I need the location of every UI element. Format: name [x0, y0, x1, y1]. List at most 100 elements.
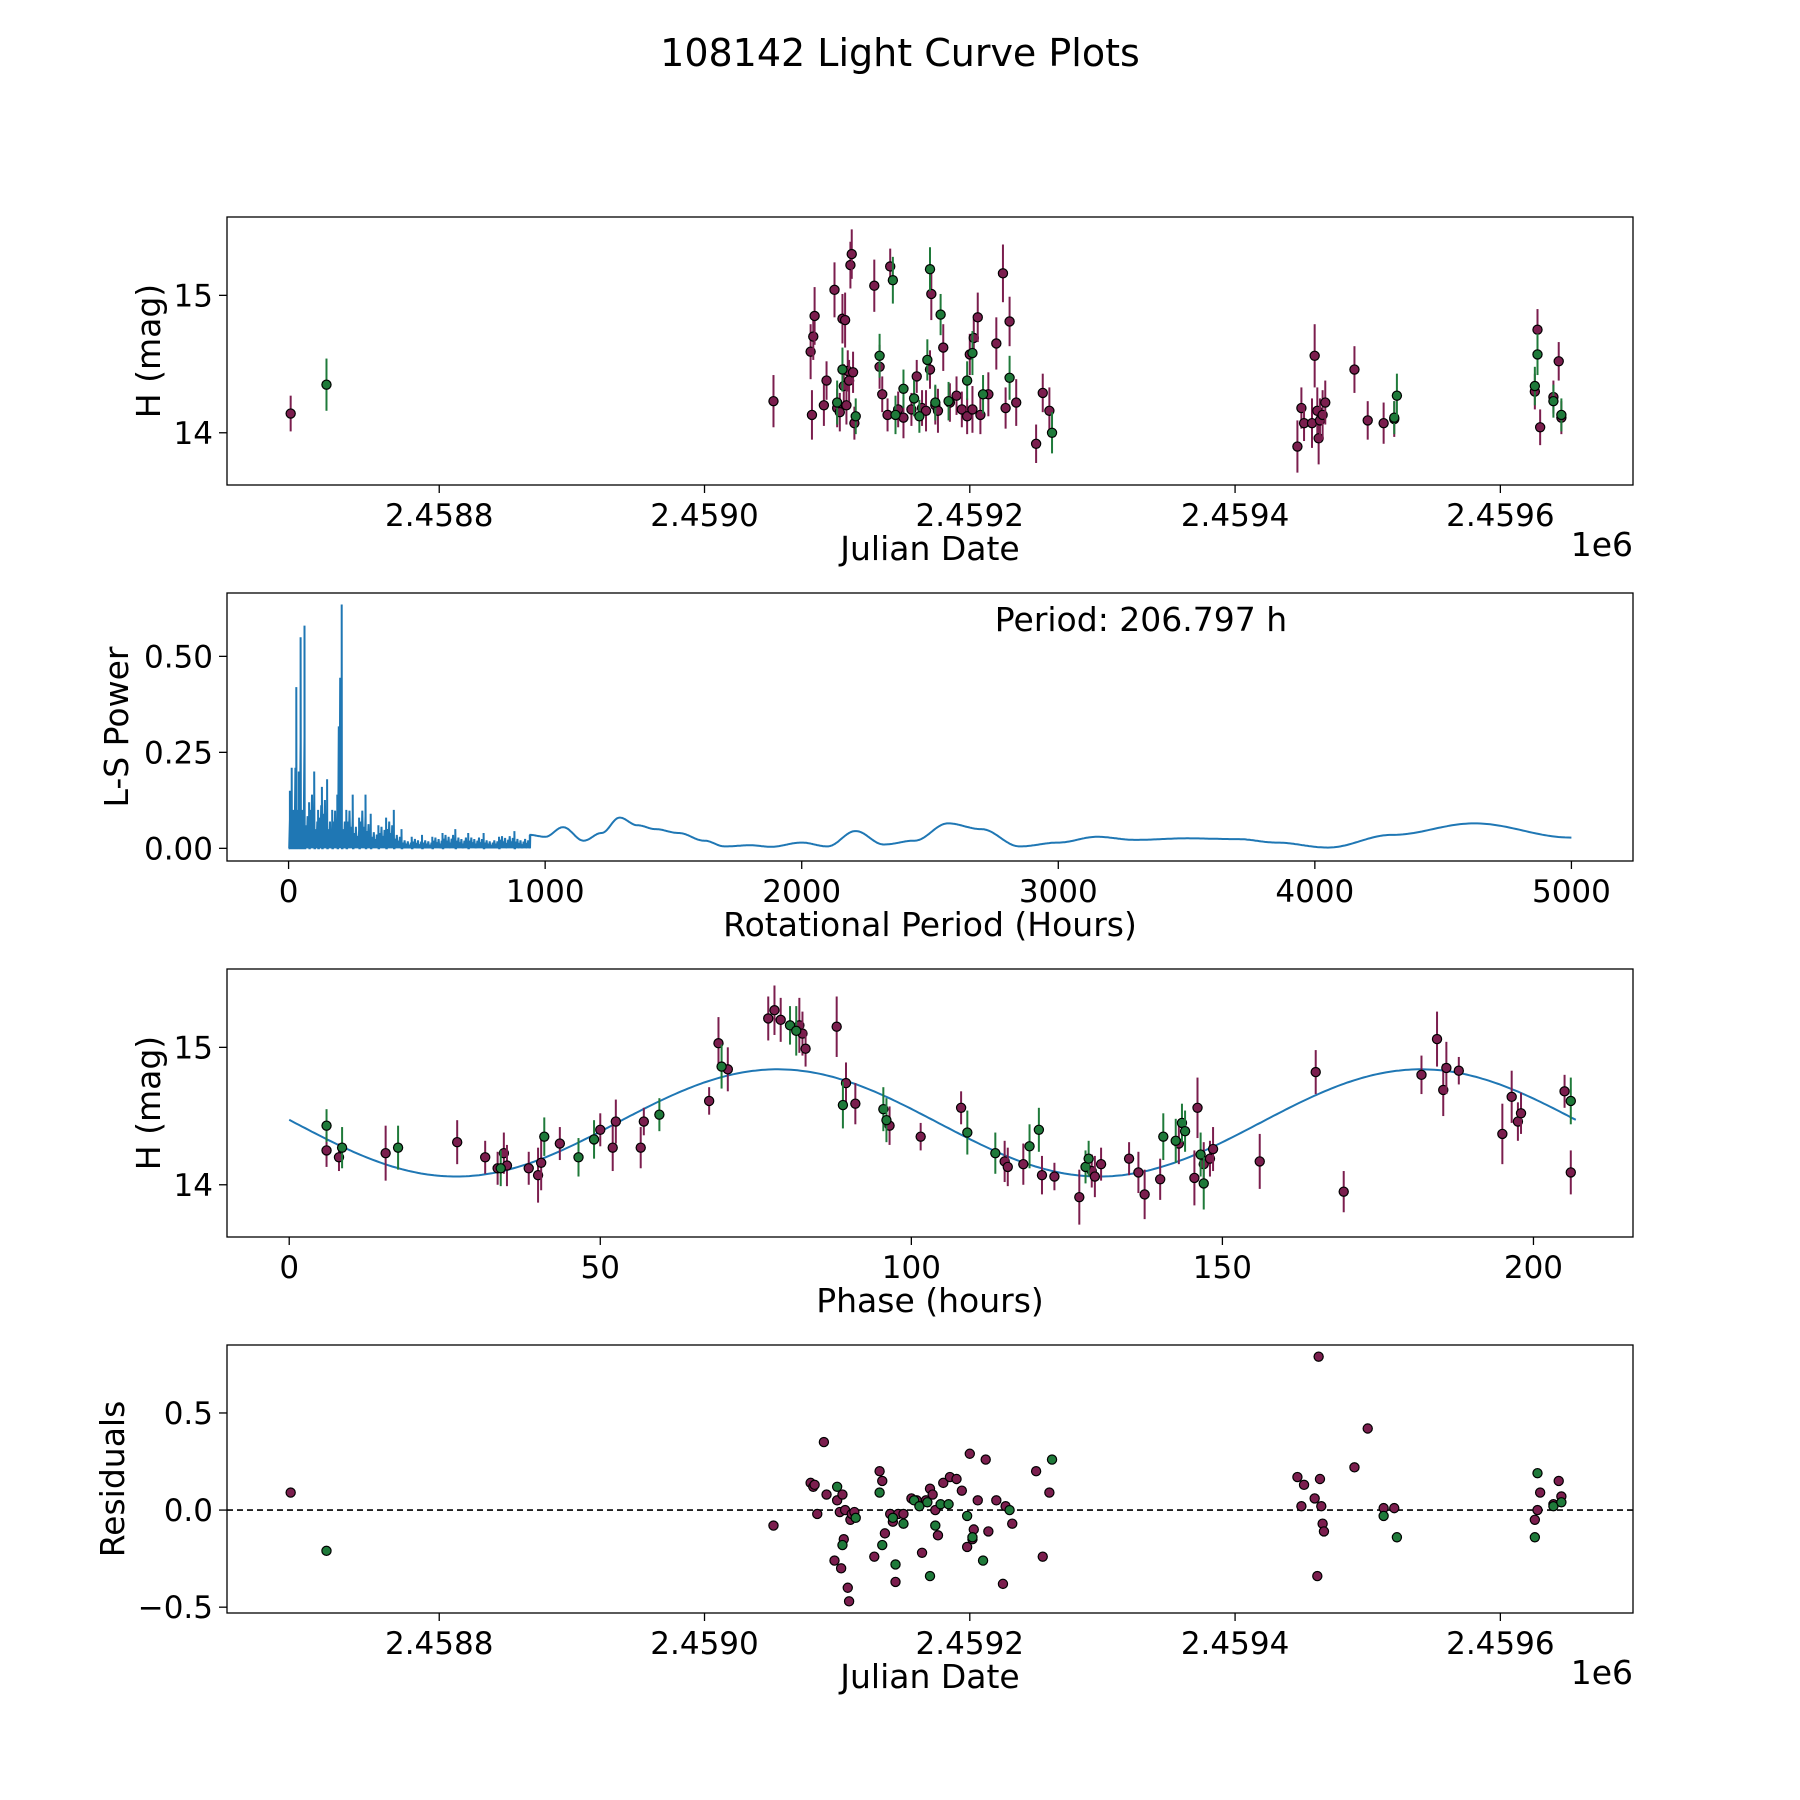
res-axes-frame [226, 1344, 1634, 1614]
lc-point [967, 347, 978, 359]
phase-xtick-label: 0 [279, 1250, 299, 1286]
res-point [1532, 1467, 1543, 1479]
phase-point [1018, 1158, 1029, 1170]
res-point [938, 1477, 949, 1489]
lc-point [1534, 422, 1546, 433]
phase-xticks: 0 50 100 150 200 [279, 1237, 1563, 1286]
res-point [1349, 1462, 1360, 1473]
lc-ytick-label: 15 [174, 278, 213, 314]
res-point [997, 1578, 1009, 1590]
res-point [1316, 1500, 1327, 1512]
phase-point [321, 1120, 332, 1131]
lc-point [1309, 350, 1320, 362]
res-point [1529, 1532, 1541, 1543]
ls-power-line [288, 604, 1572, 850]
res-point [1534, 1487, 1546, 1498]
lc-point [839, 314, 851, 326]
phase-point [716, 1061, 727, 1072]
lc-point [967, 404, 978, 415]
lc-xtick-label: 2.4594 [1181, 498, 1289, 534]
phase-point [1565, 1167, 1576, 1178]
phase-point [654, 1109, 665, 1120]
phase-point [1431, 1033, 1443, 1045]
lc-point [890, 409, 901, 421]
phase-point [1033, 1124, 1045, 1136]
res-point [924, 1570, 936, 1582]
lc-point [818, 400, 830, 411]
lc-point [991, 338, 1002, 349]
lc-point [768, 395, 779, 407]
phase-point [1002, 1161, 1013, 1173]
phase-ylabel: H (mag) [129, 1036, 168, 1170]
phase-point [392, 1142, 404, 1153]
phase-point [1133, 1167, 1144, 1178]
res-point [821, 1489, 832, 1500]
res-point [1313, 1351, 1324, 1362]
phase-point [831, 1021, 842, 1032]
phase-point [1195, 1149, 1206, 1160]
phase-point [495, 1163, 506, 1174]
res-point [991, 1495, 1002, 1506]
lc-point [1532, 324, 1543, 335]
res-point [890, 1559, 901, 1570]
ls-period-annotation: Period: 206.797 h [995, 600, 1287, 639]
ls-ylabel: L-S Power [97, 646, 136, 807]
lc-point [920, 405, 932, 416]
res-point [887, 1512, 899, 1524]
res-point [1362, 1423, 1373, 1434]
res-point [321, 1545, 332, 1557]
phase-point [1189, 1172, 1200, 1184]
lc-point [846, 248, 857, 260]
lc-xlabel: Julian Date [838, 529, 1020, 568]
res-point [877, 1475, 888, 1487]
panel-residuals: 2.4588 2.4590 2.4592 2.4594 2.4596 −0.5 0.0 0.… [93, 1344, 1634, 1696]
lc-point [809, 310, 820, 322]
lc-point [806, 409, 818, 421]
res-point [980, 1454, 991, 1465]
lc-point [930, 397, 941, 408]
lc-point [922, 354, 933, 366]
res-ytick-label: 0.5 [164, 1396, 213, 1432]
res-point [1030, 1466, 1042, 1477]
res-point [1004, 1504, 1015, 1516]
lc-point [874, 350, 885, 362]
res-point [768, 1520, 779, 1531]
phase-point [1198, 1178, 1209, 1189]
res-point [842, 1582, 853, 1593]
lc-point [1320, 397, 1331, 408]
phase-point [775, 1014, 786, 1026]
phase-points-layer [321, 985, 1576, 1225]
panel-periodogram: 0 1000 2000 3000 4000 5000 0.00 0.25 0.50 Perio… [97, 592, 1634, 944]
phase-point [1154, 1174, 1166, 1185]
phase-point [1497, 1128, 1508, 1140]
ls-xtick-label: 1000 [506, 874, 585, 910]
phase-point [554, 1138, 566, 1149]
phase-point [607, 1142, 618, 1153]
ls-ytick-label: 0.00 [144, 831, 213, 867]
lc-point [1556, 409, 1567, 421]
ls-xtick-label: 3000 [1019, 874, 1098, 910]
phase-xtick-label: 200 [1504, 1250, 1563, 1286]
lc-point [961, 375, 973, 386]
phase-point [1565, 1095, 1576, 1107]
res-point [837, 1539, 848, 1551]
phase-point [635, 1142, 646, 1153]
lc-point [1004, 372, 1015, 383]
lc-point [847, 367, 859, 378]
ls-xtick-label: 0 [279, 874, 299, 910]
lc-point [841, 400, 852, 411]
res-point [1556, 1497, 1567, 1508]
phase-point [573, 1152, 584, 1163]
phase-point [539, 1131, 550, 1142]
res-point [943, 1499, 954, 1510]
lc-point [837, 364, 848, 375]
res-point [1298, 1479, 1310, 1491]
lc-point [1000, 402, 1011, 414]
phase-point [800, 1043, 811, 1054]
res-offset-label: 1e6 [1571, 1653, 1633, 1692]
lc-point [887, 275, 899, 286]
phase-ytick-label: 14 [174, 1168, 213, 1204]
lc-point [821, 375, 832, 386]
lc-ylabel: H (mag) [129, 284, 168, 418]
res-point [843, 1596, 855, 1607]
